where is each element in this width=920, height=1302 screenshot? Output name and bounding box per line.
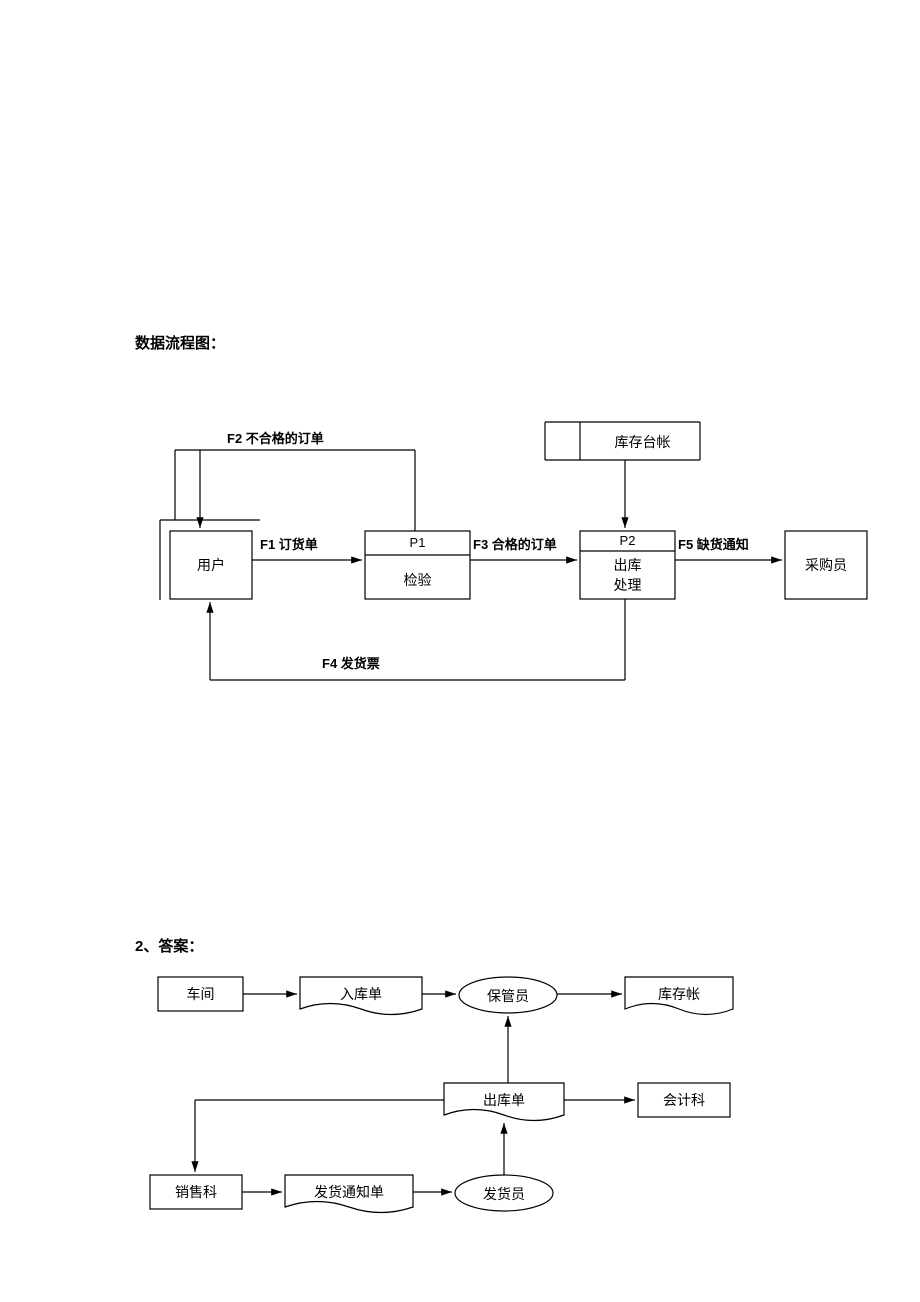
label-outslip: 出库单	[444, 1090, 564, 1110]
label-shipnote: 发货通知单	[285, 1182, 413, 1202]
label-sales: 销售科	[150, 1182, 242, 1202]
label-keeper: 保管员	[459, 986, 557, 1006]
label-shipper: 发货员	[455, 1184, 553, 1204]
label-workshop: 车间	[158, 984, 243, 1004]
label-acct: 会计科	[638, 1090, 730, 1110]
label-inslip: 入库单	[300, 984, 422, 1004]
label-invbook: 库存帐	[625, 984, 733, 1004]
